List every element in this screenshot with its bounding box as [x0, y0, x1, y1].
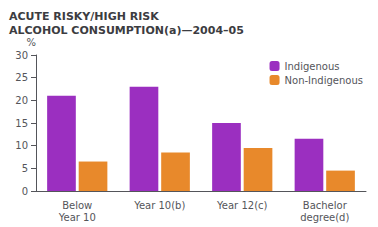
- svg-text:Year 12(c): Year 12(c): [216, 200, 267, 211]
- svg-text:30: 30: [15, 50, 28, 61]
- svg-text:0: 0: [22, 186, 28, 197]
- svg-text:Non-Indigenous: Non-Indigenous: [285, 75, 363, 86]
- svg-text:Indigenous: Indigenous: [285, 61, 340, 72]
- svg-text:Below: Below: [62, 200, 92, 211]
- svg-text:degree(d): degree(d): [300, 212, 349, 223]
- svg-text:25: 25: [15, 72, 28, 83]
- svg-text:%: %: [26, 37, 36, 48]
- svg-text:10: 10: [15, 140, 28, 151]
- svg-text:Year 10(b): Year 10(b): [133, 200, 185, 211]
- svg-text:ACUTE RISKY/HIGH RISK: ACUTE RISKY/HIGH RISK: [9, 10, 159, 23]
- svg-text:ALCOHOL CONSUMPTION(a)—2004–05: ALCOHOL CONSUMPTION(a)—2004–05: [9, 24, 244, 37]
- svg-text:15: 15: [15, 118, 28, 129]
- svg-text:Bachelor: Bachelor: [303, 200, 348, 211]
- svg-text:5: 5: [22, 163, 28, 174]
- svg-text:Year 10: Year 10: [58, 212, 96, 223]
- svg-text:20: 20: [15, 95, 28, 106]
